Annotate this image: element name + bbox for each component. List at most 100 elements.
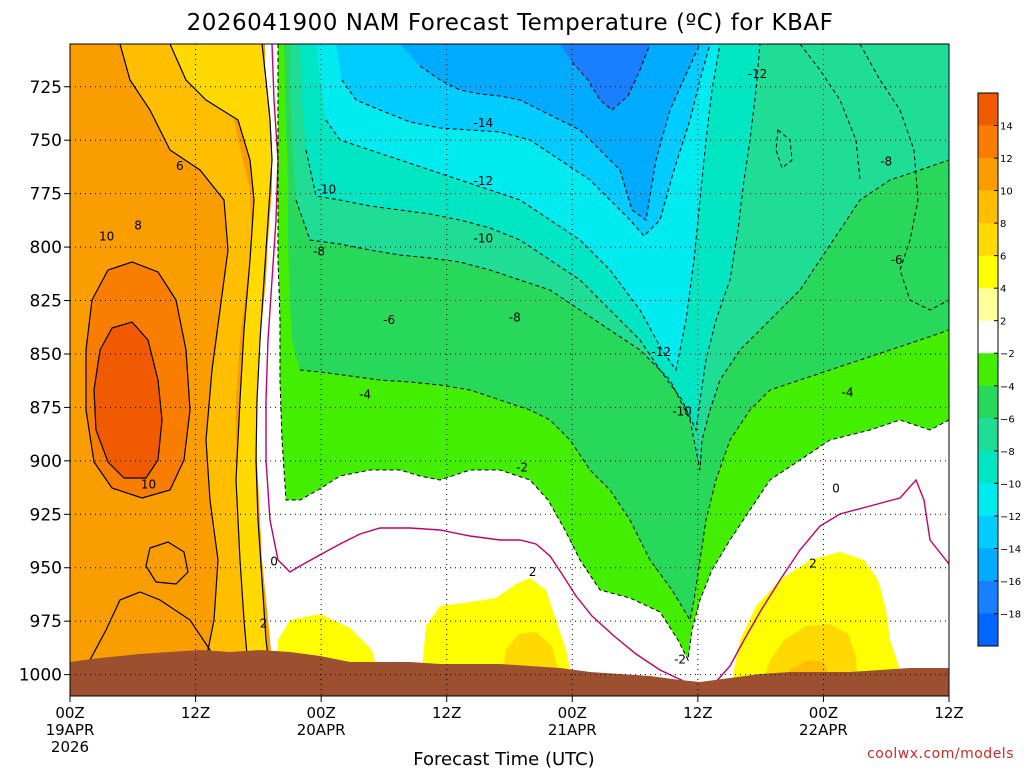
cold-contours	[277, 44, 949, 662]
colorbar-tick-label: 8	[1000, 219, 1006, 230]
contour-label: -8	[313, 244, 325, 258]
contour-label: -8	[509, 311, 521, 325]
colorbar-tick-label: −12	[1000, 512, 1021, 523]
x-tick-label: 00Z	[809, 704, 838, 722]
x-tick-label: 21APR	[548, 721, 597, 739]
colorbar-tick-label: 6	[1000, 252, 1006, 263]
x-tick-label: 12Z	[181, 704, 210, 722]
colorbar-swatch	[978, 288, 998, 322]
colorbar-swatch	[978, 613, 998, 647]
colorbar-tick-label: 2	[1000, 317, 1006, 328]
contour-label: 6	[176, 159, 184, 173]
contour-label: -12	[474, 174, 494, 188]
x-tick-label: 2026	[51, 738, 89, 756]
x-tick-label: 19APR	[46, 721, 95, 739]
contour-label: -4	[359, 388, 371, 402]
x-tick-label: 20APR	[297, 721, 346, 739]
colorbar-swatch	[978, 483, 998, 517]
colorbar-tick-label: −14	[1000, 544, 1021, 555]
colorbar-tick-label: −2	[1000, 349, 1015, 360]
colorbar-frame	[977, 92, 999, 647]
colorbar: 14 12 10 8 6 4 2 −2 −4 −6 −8 −10 −12 −14 −16 −18	[977, 92, 1021, 647]
colorbar-swatch	[978, 580, 998, 614]
y-tick-label: 975	[30, 612, 62, 632]
colorbar-tick-label: −18	[1000, 609, 1021, 620]
colorbar-tick-label: −6	[1000, 414, 1015, 425]
y-tick-label: 900	[30, 452, 62, 472]
colorbar-tick-label: 4	[1000, 284, 1006, 295]
contour-label: 2	[809, 556, 817, 570]
x-tick-label: 12Z	[934, 704, 963, 722]
contour-label: 2	[260, 616, 268, 630]
x-tick-label: 12Z	[432, 704, 461, 722]
colorbar-swatch	[978, 255, 998, 289]
x-tick-label: 12Z	[683, 704, 712, 722]
colorbar-swatch	[978, 320, 998, 354]
grid	[70, 44, 949, 696]
colorbar-swatch	[978, 515, 998, 549]
colorbar-tick-label: −8	[1000, 447, 1015, 458]
contour-label: -10	[474, 232, 494, 246]
warm-core-14	[94, 322, 162, 478]
contour-label: -10	[317, 182, 337, 196]
contour-label: 8	[134, 219, 142, 233]
x-tick-label: 00Z	[306, 704, 335, 722]
cold-region-18	[560, 44, 650, 110]
colorbar-swatch	[978, 548, 998, 582]
contour-label: -10	[672, 405, 692, 419]
colorbar-tick-label: −4	[1000, 382, 1015, 393]
colorbar-tick-label: −16	[1000, 577, 1021, 588]
x-tick-label: 00Z	[55, 704, 84, 722]
colorbar-swatch	[978, 125, 998, 159]
x-tick-label: 00Z	[558, 704, 587, 722]
credit-text: coolwx.com/models	[867, 746, 1014, 762]
y-tick-label: 750	[30, 131, 62, 151]
colorbar-swatch	[978, 93, 998, 127]
colorbar-swatch	[978, 418, 998, 452]
yellow-band	[170, 44, 272, 690]
contour-label: -6	[891, 253, 903, 267]
colorbar-swatch	[978, 385, 998, 419]
contour-label: 10	[141, 477, 156, 491]
y-tick-label: 825	[30, 292, 62, 312]
contour-label: 0	[270, 554, 278, 568]
y-tick-label: 875	[30, 398, 62, 418]
colorbar-tick-label: 12	[1000, 154, 1013, 165]
terrain	[70, 650, 949, 696]
contour-label: -14	[474, 116, 494, 130]
y-tick-label: 800	[30, 238, 62, 258]
contour-label: -12	[748, 67, 768, 81]
colorbar-swatch	[978, 450, 998, 484]
colorbar-tick-label: 10	[1000, 187, 1013, 198]
contour-label: -6	[383, 313, 395, 327]
y-tick-label: 925	[30, 505, 62, 525]
contour-label: 0	[832, 482, 840, 496]
contour-label: -2	[516, 460, 528, 474]
contour-label: 10	[99, 229, 114, 243]
x-axis-label: Forecast Time (UTC)	[413, 749, 594, 768]
colorbar-swatch	[978, 223, 998, 257]
contour-label: 2	[529, 565, 537, 579]
contour-label: -12	[651, 345, 671, 359]
zero-contours	[265, 44, 949, 685]
colorbar-tick-label: −10	[1000, 479, 1021, 490]
y-tick-label: 950	[30, 559, 62, 579]
colorbar-swatch	[978, 353, 998, 387]
chart-title: 2026041900 NAM Forecast Temperature (ºC)…	[187, 10, 834, 36]
y-tick-label: 775	[30, 185, 62, 205]
y-axis: 725 750 775 800 825 850 875 900 925 950 975 1000	[19, 78, 70, 686]
x-tick-label: 22APR	[799, 721, 848, 739]
plot-area	[70, 44, 949, 696]
colorbar-swatch	[978, 158, 998, 192]
y-tick-label: 850	[30, 345, 62, 365]
colorbar-swatch	[978, 190, 998, 224]
y-tick-label: 1000	[19, 666, 62, 686]
contour-label: -8	[880, 155, 892, 169]
colorbar-tick-label: 14	[1000, 122, 1013, 133]
warm-contours	[75, 44, 273, 691]
contour-label: -4	[842, 385, 854, 399]
contour-labels: 6 8 10 10 0 2 -10 -8 -6 -4 -14 -12 -10 -8 -2 2 -12 -10 -2 -…	[99, 67, 903, 667]
y-tick-label: 725	[30, 78, 62, 98]
